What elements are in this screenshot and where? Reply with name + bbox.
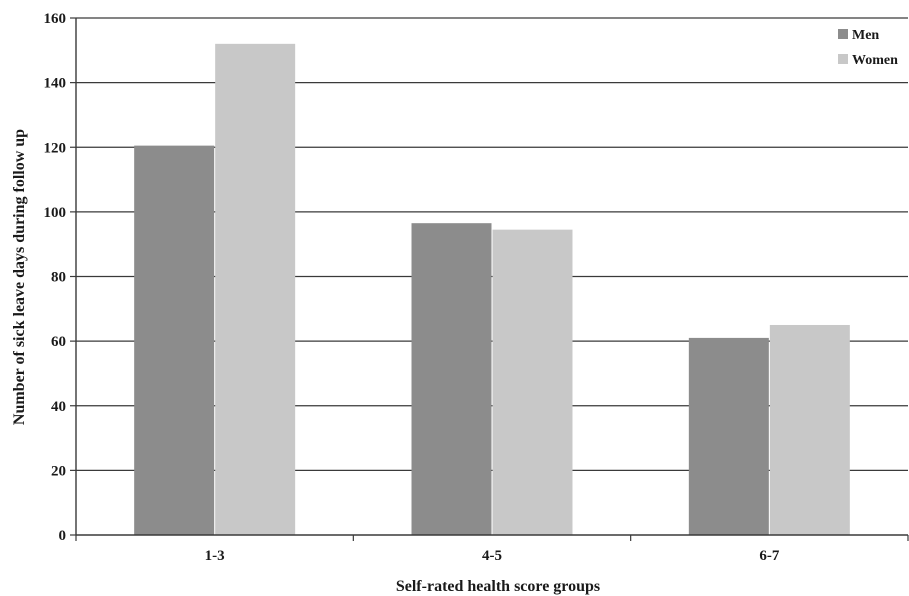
bar-men-6-7 (688, 337, 769, 535)
legend-swatch-men (838, 29, 848, 39)
y-tick-label: 120 (44, 140, 67, 156)
x-tick-label: 4-5 (482, 548, 502, 564)
legend: Men Women (838, 28, 898, 68)
bar-men-1-3 (134, 145, 215, 535)
y-tick-label: 140 (44, 76, 67, 92)
x-tick-labels: 1-3 4-5 6-7 (205, 548, 780, 564)
bar-men-4-5 (411, 223, 492, 535)
x-tick-label: 6-7 (759, 548, 779, 564)
y-tick-label: 80 (51, 270, 66, 286)
y-tick-label: 160 (44, 11, 67, 27)
axes (75, 18, 909, 541)
y-tick-labels: 0 20 40 60 80 100 120 140 160 (44, 11, 67, 544)
bar-women-6-7 (769, 324, 850, 535)
legend-swatch-women (838, 54, 848, 64)
y-tick-label: 0 (59, 528, 67, 544)
bar-women-1-3 (215, 43, 296, 535)
bars (134, 43, 850, 535)
y-axis-title: Number of sick leave days during follow … (11, 129, 28, 425)
legend-label-women: Women (852, 53, 898, 68)
y-tick-label: 100 (44, 205, 67, 221)
legend-label-men: Men (852, 28, 879, 43)
x-tick-label: 1-3 (205, 548, 225, 564)
y-tick-label: 60 (51, 334, 66, 350)
y-tick-label: 40 (51, 399, 66, 415)
x-axis-title: Self-rated health score groups (396, 578, 600, 595)
gridlines (70, 17, 908, 536)
y-tick-label: 20 (51, 463, 66, 479)
bar-women-4-5 (492, 229, 573, 535)
